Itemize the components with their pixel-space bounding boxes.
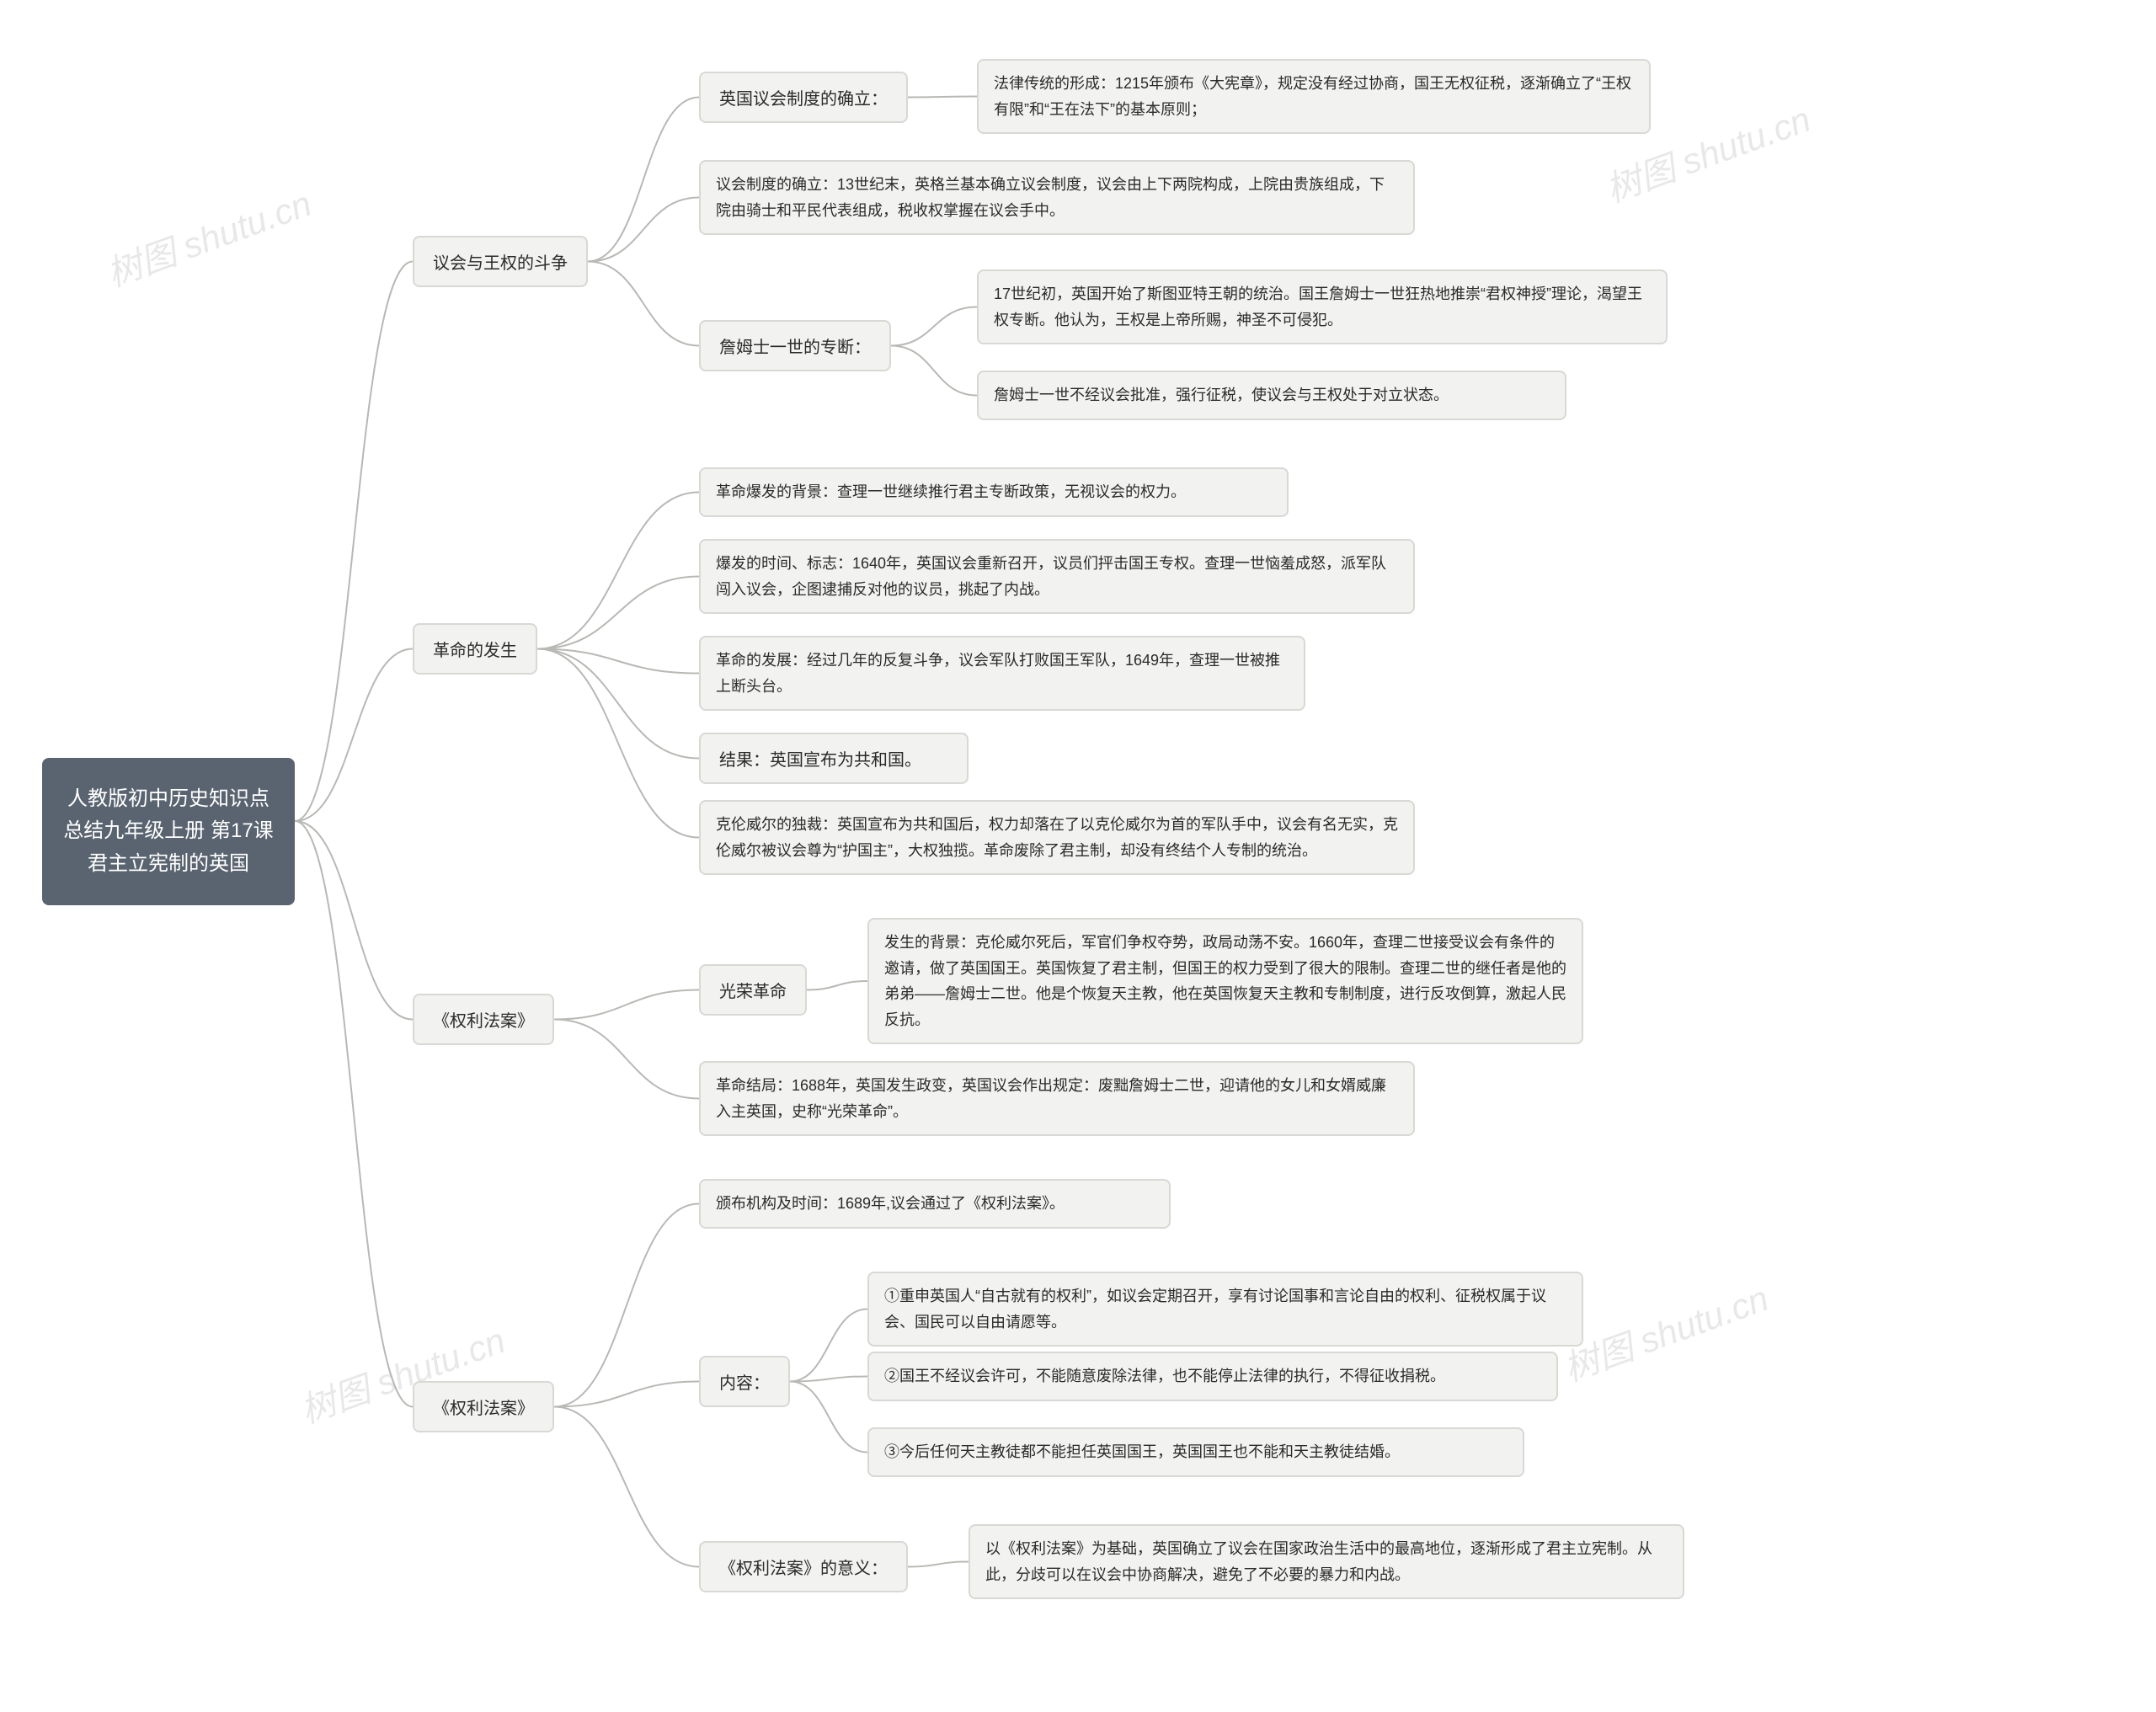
- leaf-node: 克伦威尔的独裁：英国宣布为共和国后，权力却落在了以克伦威尔为首的军队手中，议会有…: [699, 800, 1415, 875]
- leaf-node: 革命的发展：经过几年的反复斗争，议会军队打败国王军队，1649年，查理一世被推上…: [699, 636, 1305, 711]
- sub-branch-node: 光荣革命: [699, 964, 807, 1016]
- leaf-node: 发生的背景：克伦威尔死后，军官们争权夺势，政局动荡不安。1660年，查理二世接受…: [867, 918, 1583, 1044]
- watermark: 树图 shutu.cn: [1556, 1270, 1774, 1391]
- leaf-node: 爆发的时间、标志：1640年，英国议会重新召开，议员们抨击国王专权。查理一世恼羞…: [699, 539, 1415, 614]
- branch-node: 革命的发生: [413, 623, 537, 675]
- leaf-node: 法律传统的形成：1215年颁布《大宪章》，规定没有经过协商，国王无权征税，逐渐确…: [977, 59, 1651, 134]
- leaf-node: 结果：英国宣布为共和国。: [699, 733, 969, 784]
- branch-node: 《权利法案》: [413, 1381, 554, 1432]
- sub-branch-node: 《权利法案》的意义：: [699, 1541, 908, 1592]
- sub-branch-node: 英国议会制度的确立：: [699, 72, 908, 123]
- branch-node: 《权利法案》: [413, 994, 554, 1045]
- leaf-node: ③今后任何天主教徒都不能担任英国国王，英国国王也不能和天主教徒结婚。: [867, 1427, 1524, 1477]
- leaf-node: 革命结局：1688年，英国发生政变，英国议会作出规定：废黜詹姆士二世，迎请他的女…: [699, 1061, 1415, 1136]
- sub-branch-node: 内容：: [699, 1356, 790, 1407]
- mindmap-root: 人教版初中历史知识点总结九年级上册 第17课 君主立宪制的英国: [42, 758, 295, 905]
- leaf-node: 以《权利法案》为基础，英国确立了议会在国家政治生活中的最高地位，逐渐形成了君主立…: [969, 1524, 1684, 1599]
- branch-node: 议会与王权的斗争: [413, 236, 588, 287]
- leaf-node: 革命爆发的背景：查理一世继续推行君主专断政策，无视议会的权力。: [699, 467, 1289, 517]
- leaf-node: ①重申英国人“自古就有的权利”，如议会定期召开，享有讨论国事和言论自由的权利、征…: [867, 1272, 1583, 1347]
- sub-branch-node: 詹姆士一世的专断：: [699, 320, 891, 371]
- leaf-node: 颁布机构及时间：1689年,议会通过了《权利法案》。: [699, 1179, 1171, 1229]
- leaf-node: ②国王不经议会许可，不能随意废除法律，也不能停止法律的执行，不得征收捐税。: [867, 1352, 1558, 1401]
- leaf-node: 17世纪初，英国开始了斯图亚特王朝的统治。国王詹姆士一世狂热地推崇“君权神授”理…: [977, 269, 1668, 344]
- leaf-node: 议会制度的确立：13世纪末，英格兰基本确立议会制度，议会由上下两院构成，上院由贵…: [699, 160, 1415, 235]
- leaf-node: 詹姆士一世不经议会批准，强行征税，使议会与王权处于对立状态。: [977, 371, 1566, 420]
- watermark: 树图 shutu.cn: [99, 175, 318, 296]
